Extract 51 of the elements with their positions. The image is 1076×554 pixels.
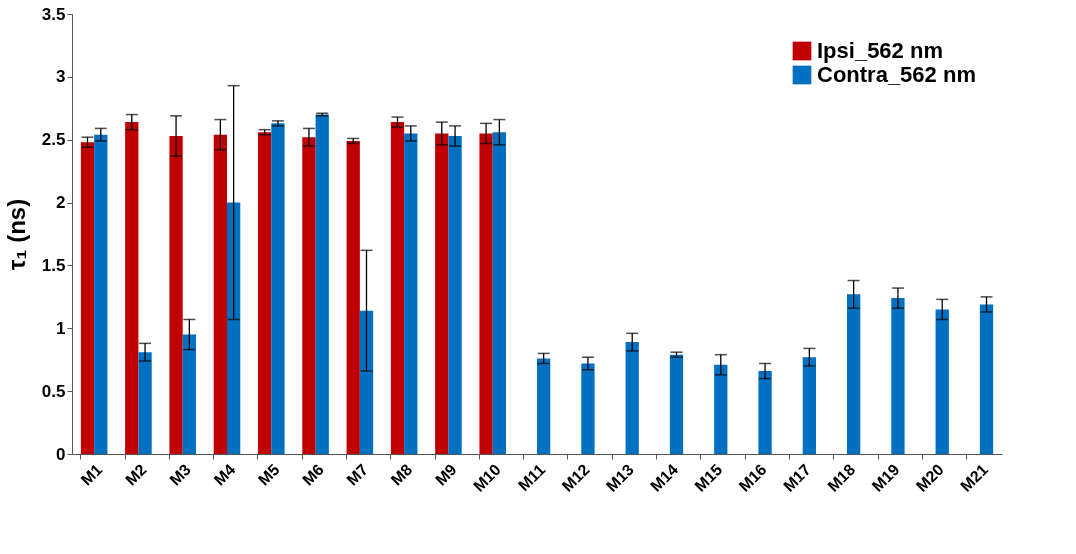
y-tick-label: 2.5 <box>41 130 66 150</box>
y-tick-label: 0.5 <box>41 381 66 401</box>
x-tick-label: M6 <box>299 460 327 489</box>
y-tick-label: 0 <box>56 444 66 464</box>
x-tick-label: M2 <box>122 460 150 489</box>
y-tick-label: 2 <box>56 193 66 213</box>
bar <box>581 363 595 454</box>
x-tick-label: M3 <box>166 460 195 489</box>
bar <box>80 142 95 454</box>
bar <box>714 364 728 454</box>
y-tick-label: 1 <box>56 318 66 338</box>
bar <box>390 122 405 454</box>
bar <box>448 135 462 454</box>
x-tick-label: M10 <box>470 460 505 495</box>
bar <box>625 342 639 454</box>
bar <box>435 133 449 454</box>
bar <box>935 309 949 454</box>
bar <box>847 294 861 454</box>
bar <box>94 134 108 454</box>
bar <box>315 114 329 454</box>
bar <box>169 135 183 454</box>
legend-label: Ipsi_562 nm <box>817 38 943 63</box>
x-tick-label: M1 <box>77 460 106 489</box>
x-tick-label: M11 <box>514 460 549 495</box>
y-tick-label: 3 <box>56 67 66 87</box>
bar <box>359 310 374 454</box>
bar <box>227 202 241 454</box>
x-tick-label: M20 <box>912 460 947 495</box>
y-tick-label: 3.5 <box>41 4 66 24</box>
bar <box>125 122 139 454</box>
bar <box>182 334 196 454</box>
bar <box>302 137 316 454</box>
bar <box>758 371 772 454</box>
x-tick-label: M4 <box>210 460 239 489</box>
bar <box>979 304 994 454</box>
y-axis-title: τ₁ (ns) <box>2 198 30 271</box>
legend-label: Contra_562 nm <box>817 62 976 87</box>
bar <box>404 133 418 454</box>
bar <box>213 134 227 454</box>
bar <box>479 133 493 454</box>
y-tick-label: 1.5 <box>41 255 66 275</box>
bar <box>891 298 905 454</box>
bar <box>537 358 551 454</box>
bar <box>802 357 816 454</box>
x-tick-label: M9 <box>432 460 460 489</box>
x-tick-label: M5 <box>254 460 283 489</box>
x-tick-label: M21 <box>957 460 992 495</box>
bar <box>492 132 506 454</box>
bar <box>138 352 152 454</box>
x-tick-label: M8 <box>387 460 416 489</box>
x-tick-label: M7 <box>343 460 372 489</box>
